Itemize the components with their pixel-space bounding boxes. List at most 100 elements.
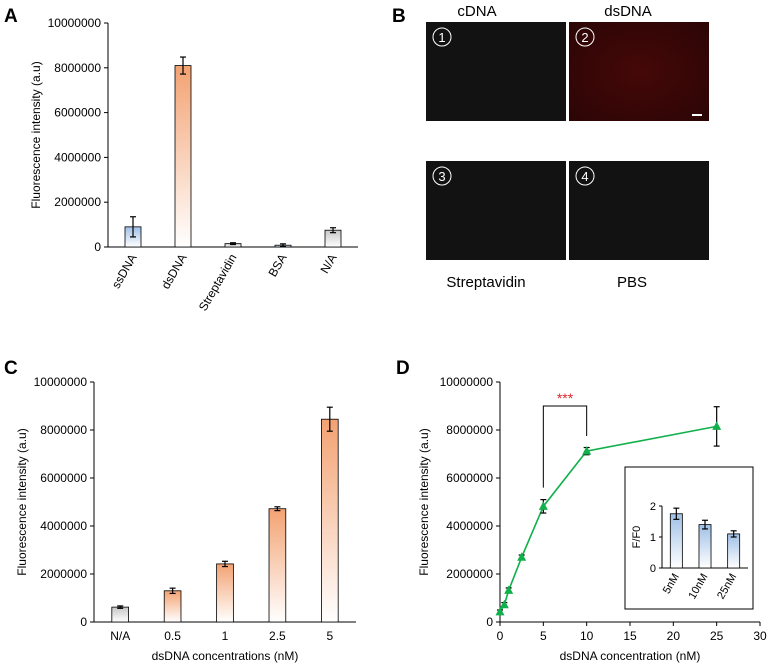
panel-b-images: cDNA dsDNA 1 2 3 4 Streptavidin PBS [426, 3, 709, 291]
image-number-4: 4 [575, 166, 595, 186]
panel-c-error-bar [117, 605, 124, 609]
panel-letter-d: D [396, 358, 410, 379]
panel-d-point [517, 552, 527, 561]
inset-bar [669, 513, 683, 569]
panel-c-y-tick-label: 4000000 [40, 519, 87, 533]
panel-a-error-bar [180, 56, 186, 75]
panel-d-point [582, 446, 592, 455]
inset-error-bar [673, 507, 680, 520]
panel-letter-b: B [392, 6, 406, 27]
inset-bar [727, 533, 741, 569]
panel-c-x-tick-label: 2.5 [269, 629, 286, 643]
panel-d-x-axis-title: dsDNA concentration (nM) [560, 649, 701, 663]
panel-a-y-axis-title: Fluorescence intensity (a.u) [29, 61, 43, 208]
panel-c-bar [111, 606, 129, 623]
panel-a-error-bar [130, 216, 136, 238]
panel-d-x-tick-label: 20 [667, 629, 681, 643]
panel-d-y-tick-label: 6000000 [446, 471, 493, 485]
panel-c-y-tick-label: 0 [80, 615, 87, 629]
panel-a-bar [174, 65, 192, 248]
panel-d-point [504, 585, 514, 594]
panel-d-point [499, 599, 509, 609]
panel-a-y-tick-label: 6000000 [54, 106, 101, 120]
panel-c-error-bar [169, 587, 176, 595]
panel-a-error-bar [330, 227, 336, 234]
inset-y-tick-label: 2 [650, 501, 656, 513]
image-4-pbs [569, 161, 709, 260]
panel-d-x-tick-label: 5 [540, 629, 547, 643]
panel-a-x-tick-label: ssDNA [109, 252, 140, 291]
bottom-label-streptavidin: Streptavidin [446, 274, 525, 291]
panel-c-bar [268, 508, 287, 623]
inset-error-bar [730, 530, 737, 538]
panel-c-error-bar [326, 406, 333, 432]
panel-letter-a: A [4, 6, 18, 27]
panel-a-y-tick-label: 8000000 [54, 61, 101, 75]
col-label-cdna: cDNA [457, 3, 496, 20]
panel-d-point [538, 501, 548, 510]
panel-d-y-tick-label: 2000000 [446, 567, 493, 581]
inset-y-axis-title: F/F0 [631, 526, 643, 549]
inset-y-tick-label: 0 [650, 563, 656, 575]
panel-a-x-tick-label: Streptavidin [196, 252, 240, 314]
inset-y-tick-label: 1 [650, 532, 656, 544]
panel-a-x-tick-label: BSA [265, 252, 289, 280]
panel-a-error-bar [280, 243, 286, 248]
panel-d-y-tick-label: 10000000 [440, 375, 494, 389]
panel-a-error-bar [230, 242, 236, 246]
image-number-1-text: 1 [438, 30, 445, 45]
panel-c-x-tick-label: N/A [110, 629, 130, 643]
chart-d: 0 2000000 4000000 6000000 8000000 10000000 0 5 1… [417, 375, 767, 663]
panel-a-y-tick-label: 4000000 [54, 150, 101, 164]
image-number-4-text: 4 [581, 169, 588, 184]
panel-d-x-tick-label: 30 [753, 629, 767, 643]
panel-a-x-tick-label: N/A [317, 252, 339, 276]
panel-d-y-tick-label: 4000000 [446, 519, 493, 533]
image-3-streptavidin [426, 161, 566, 260]
scale-bar [692, 114, 702, 116]
panel-c-error-bar [274, 506, 281, 512]
image-number-2: 2 [575, 27, 595, 47]
image-number-2-text: 2 [581, 30, 588, 45]
panel-d-y-axis-title: Fluorescence intensity (a.u) [417, 428, 431, 575]
col-label-dsdna: dsDNA [604, 3, 652, 20]
image-2-dsdna [569, 22, 709, 121]
bottom-label-pbs: PBS [617, 274, 647, 291]
panel-a-x-tick-label: dsDNA [158, 252, 189, 292]
chart-a: 0 2000000 4000000 6000000 8000000 10000000 ssD… [29, 16, 358, 313]
panel-a-y-tick-label: 10000000 [48, 16, 102, 30]
panel-letter-c: C [4, 358, 18, 379]
panel-a-y-tick-label: 2000000 [54, 195, 101, 209]
significance-bracket [542, 405, 588, 488]
panel-c-y-tick-label: 2000000 [40, 567, 87, 581]
panel-c-bar [216, 563, 234, 623]
significance-label: *** [557, 390, 574, 406]
panel-d-y-tick-label: 0 [486, 615, 493, 629]
panel-c-y-tick-label: 6000000 [40, 471, 87, 485]
panel-d-point [495, 606, 505, 616]
image-1-cdna [426, 22, 566, 121]
panel-d-x-tick-label: 0 [497, 629, 504, 643]
panel-d-point [712, 421, 722, 430]
panel-c-x-tick-label: 0.5 [164, 629, 181, 643]
panel-d-y-tick-label: 8000000 [446, 423, 493, 437]
panel-c-error-bar [222, 560, 228, 568]
panel-c-y-tick-label: 10000000 [34, 375, 88, 389]
image-number-3-text: 3 [438, 169, 445, 184]
panel-c-x-tick-label: 5 [326, 629, 333, 643]
panel-d-x-tick-label: 25 [710, 629, 724, 643]
inset-error-bar [702, 519, 708, 530]
panel-c-bar [321, 418, 339, 623]
panel-d-x-tick-label: 10 [580, 629, 594, 643]
panel-c-y-axis-title: Fluorescence intensity (a.u) [15, 428, 29, 575]
panel-d-x-tick-label: 15 [623, 629, 637, 643]
panel-c-x-tick-label: 1 [222, 629, 229, 643]
panel-c-bar [163, 590, 182, 623]
inset-bar [698, 524, 712, 569]
panel-c-y-tick-label: 8000000 [40, 423, 87, 437]
panel-c-x-axis-title: dsDNA concentrations (nM) [152, 649, 299, 663]
panel-a-y-tick-label: 0 [94, 240, 101, 254]
image-number-3: 3 [432, 166, 452, 186]
chart-c: 0 2000000 4000000 6000000 8000000 10000000 N/A… [15, 375, 356, 663]
